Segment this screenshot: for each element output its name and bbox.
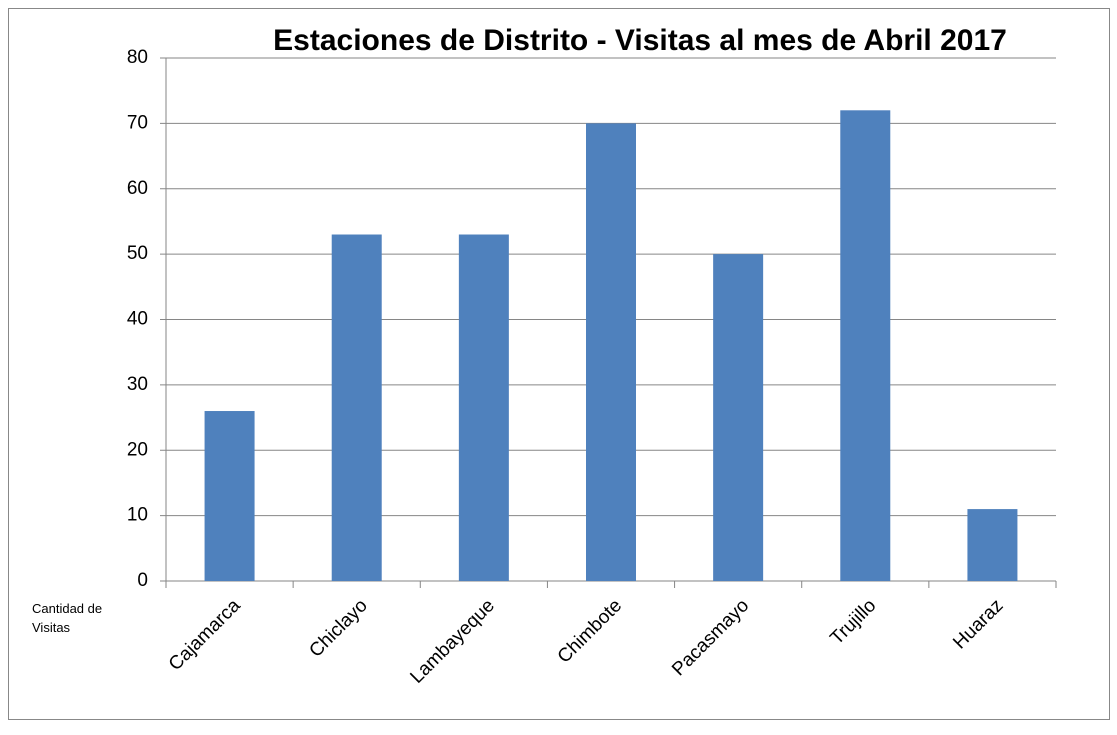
y-tick-label: 10 <box>127 505 148 526</box>
y-tick-label: 80 <box>127 47 148 68</box>
bar <box>204 411 255 581</box>
chart-title: Estaciones de Distrito - Visitas al mes … <box>273 24 1007 57</box>
y-tick-label: 30 <box>127 374 148 395</box>
y-axis-label: Cantidad de Visitas <box>32 601 110 635</box>
bar <box>840 110 891 582</box>
y-tick-label: 70 <box>127 112 148 133</box>
bar <box>713 254 764 581</box>
chart-border <box>8 8 1110 720</box>
bar <box>458 234 509 581</box>
y-tick-label: 20 <box>127 439 148 460</box>
bar <box>967 509 1018 581</box>
bar <box>586 123 636 581</box>
y-tick-label: 60 <box>127 178 148 199</box>
y-tick-label: 40 <box>127 309 148 330</box>
y-tick-label: 50 <box>127 243 148 264</box>
y-tick-label: 0 <box>137 570 148 591</box>
bar <box>331 234 382 581</box>
